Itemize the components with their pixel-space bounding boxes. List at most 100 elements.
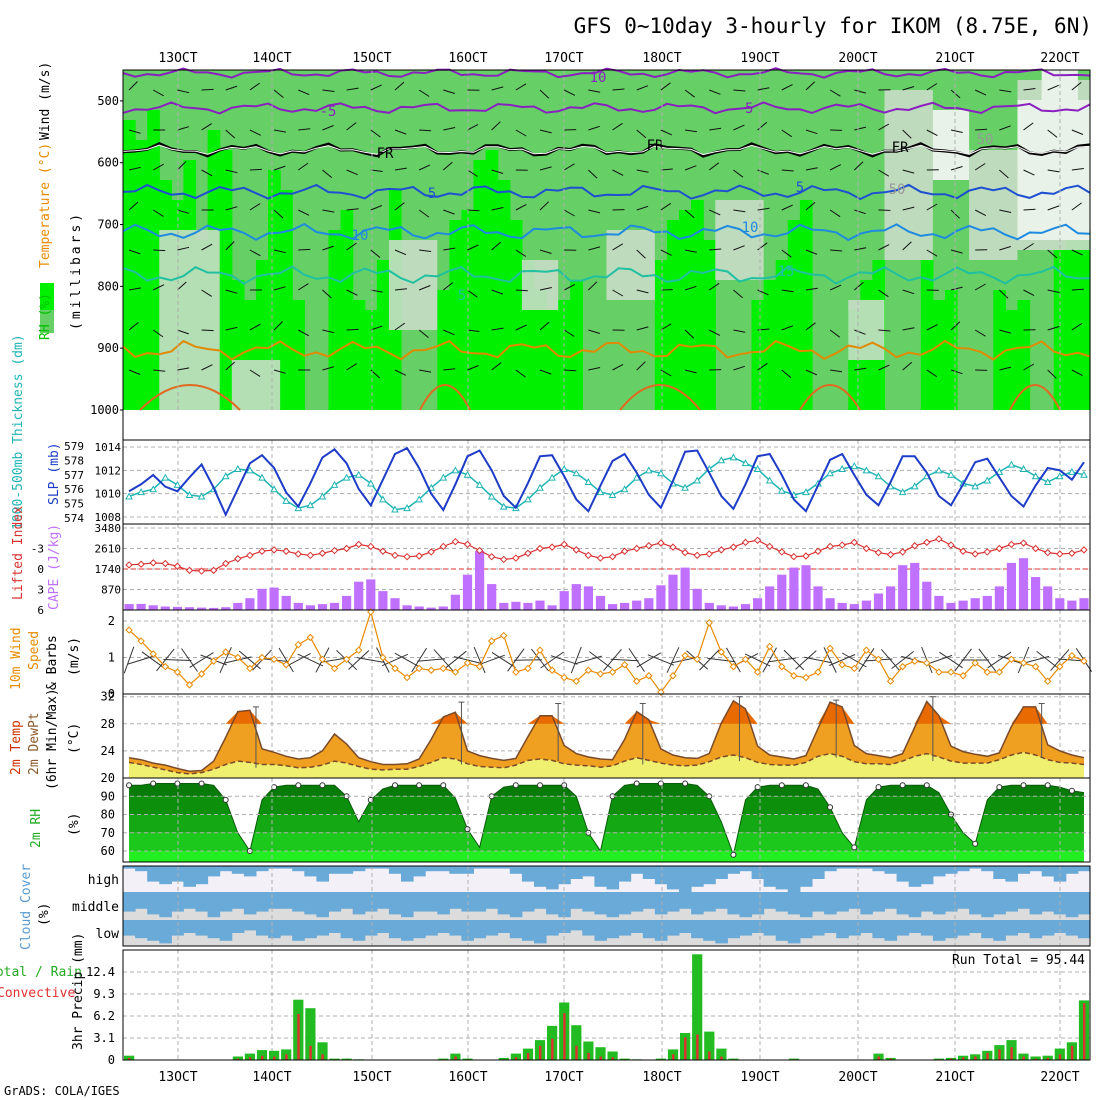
wind-speed-point: [560, 673, 568, 682]
rh-point: [222, 796, 229, 803]
wind-barb: [225, 206, 238, 211]
thickness-point: [802, 488, 810, 496]
lifted-index-point: [560, 540, 568, 549]
cloud-cover-cell: [1029, 866, 1043, 872]
precip-conv-bar: [950, 1058, 953, 1060]
wind-barb: [418, 209, 430, 218]
thickness-point: [777, 486, 786, 494]
wind-barb: [394, 322, 406, 331]
thickness-point: [729, 453, 738, 461]
contour-label: 15: [778, 264, 795, 280]
cloud-cover-cell: [860, 892, 873, 915]
temp-units-label: (°C): [67, 723, 82, 754]
cloud-cover-cell: [654, 866, 668, 885]
thickness-point: [536, 483, 544, 491]
cape-bar: [523, 602, 533, 610]
rh-bright-patch: [570, 280, 583, 410]
rh-tick-label: 80: [101, 808, 115, 822]
cape-axis-label: CAPE (J/kg): [47, 524, 62, 610]
wind-speed-point: [790, 672, 798, 680]
precip-conv-bar: [526, 1052, 530, 1060]
wind-barb: [757, 289, 769, 296]
cape-bar: [934, 595, 944, 610]
wind-speed-point: [935, 668, 943, 676]
cape-bar: [269, 587, 279, 610]
precip-conv-bar: [236, 1058, 240, 1060]
wind-speed-point: [1019, 659, 1028, 667]
cloud-cover-cell: [195, 892, 209, 912]
wind-barb: [902, 241, 912, 251]
thickness-point: [415, 495, 423, 503]
thickness-point: [354, 470, 363, 478]
wind-speed-point: [995, 668, 1004, 676]
cloud-cover-cell: [872, 892, 885, 912]
cloud-cover-cell: [388, 920, 402, 939]
lifted-index-point: [995, 544, 1004, 553]
lifted-index-point: [367, 542, 375, 551]
wind-barb-10m: [603, 648, 622, 672]
rh-point: [150, 780, 157, 787]
cape-bar: [438, 606, 448, 610]
cloud-cover-cell: [268, 866, 281, 869]
precip-total-bar: [716, 1048, 727, 1060]
wind-barb-10m: [570, 646, 582, 674]
rh-bright-patch: [292, 300, 305, 410]
cloud-cover-cell: [787, 892, 801, 915]
wind-barb: [153, 369, 166, 372]
wind-speed-point: [258, 653, 266, 662]
wind-barb: [467, 244, 479, 251]
lifted-index-point: [1031, 544, 1040, 553]
lifted-index-point: [427, 548, 435, 556]
lifted-index-point: [318, 549, 327, 557]
wind-barb: [249, 82, 260, 91]
wind-barb: [684, 249, 697, 253]
precip-conv-bar: [285, 1054, 288, 1060]
cloud-cover-cell: [304, 866, 317, 877]
rh-bright-patch: [944, 290, 958, 410]
wind-barb: [225, 326, 238, 331]
wind-barb: [467, 169, 478, 177]
cape-bar: [124, 604, 134, 610]
wind-barb: [829, 329, 841, 338]
top-date-label: 20OCT: [838, 51, 877, 66]
cloud-cover-cell: [1077, 920, 1091, 939]
rh-point: [754, 784, 761, 791]
cloud-cover-cell: [449, 920, 462, 936]
wind-speed-point: [1068, 651, 1076, 660]
lifted-index-point: [1043, 548, 1052, 557]
temp2m-label: 2m Temp: [9, 720, 24, 775]
cloud-cover-cell: [775, 892, 789, 912]
cloud-cover-cell: [388, 866, 402, 874]
cloud-level-label: high: [88, 873, 119, 888]
slp-tick-label: 1012: [95, 464, 122, 477]
wind-barb: [539, 89, 550, 99]
wind-barb: [1023, 289, 1035, 297]
wind-barb-10m: [181, 648, 198, 672]
wind-barb: [370, 169, 383, 172]
pressure-axis-label: (millibars): [69, 211, 84, 330]
rh-point: [996, 784, 1003, 791]
contour-label: 5: [796, 180, 804, 196]
wind-barbs-label: & Barbs: [45, 635, 60, 690]
wind-speed-point: [149, 650, 157, 658]
wind-speed-point: [270, 655, 278, 664]
wind-speed-point: [778, 662, 786, 671]
lifted-index-point: [741, 538, 750, 547]
cape-bar: [873, 593, 884, 610]
wind-barb: [636, 205, 649, 211]
wind-barb: [974, 209, 987, 217]
wind-barb: [660, 323, 672, 331]
wind-speed-point: [354, 646, 363, 654]
lifted-index-point: [971, 550, 979, 558]
rh-point: [633, 780, 640, 787]
wind-barb: [491, 169, 504, 174]
cloud-cover-cell: [159, 892, 172, 918]
wind-barb: [563, 209, 575, 217]
wind-barb: [539, 321, 550, 331]
cloud-cover-cell: [787, 920, 801, 944]
wind-barb: [781, 129, 792, 138]
wind-barb: [975, 128, 988, 131]
cape-bar: [1018, 558, 1029, 610]
cloud-cover-cell: [147, 866, 160, 882]
cloud-cover-cell: [316, 866, 329, 882]
